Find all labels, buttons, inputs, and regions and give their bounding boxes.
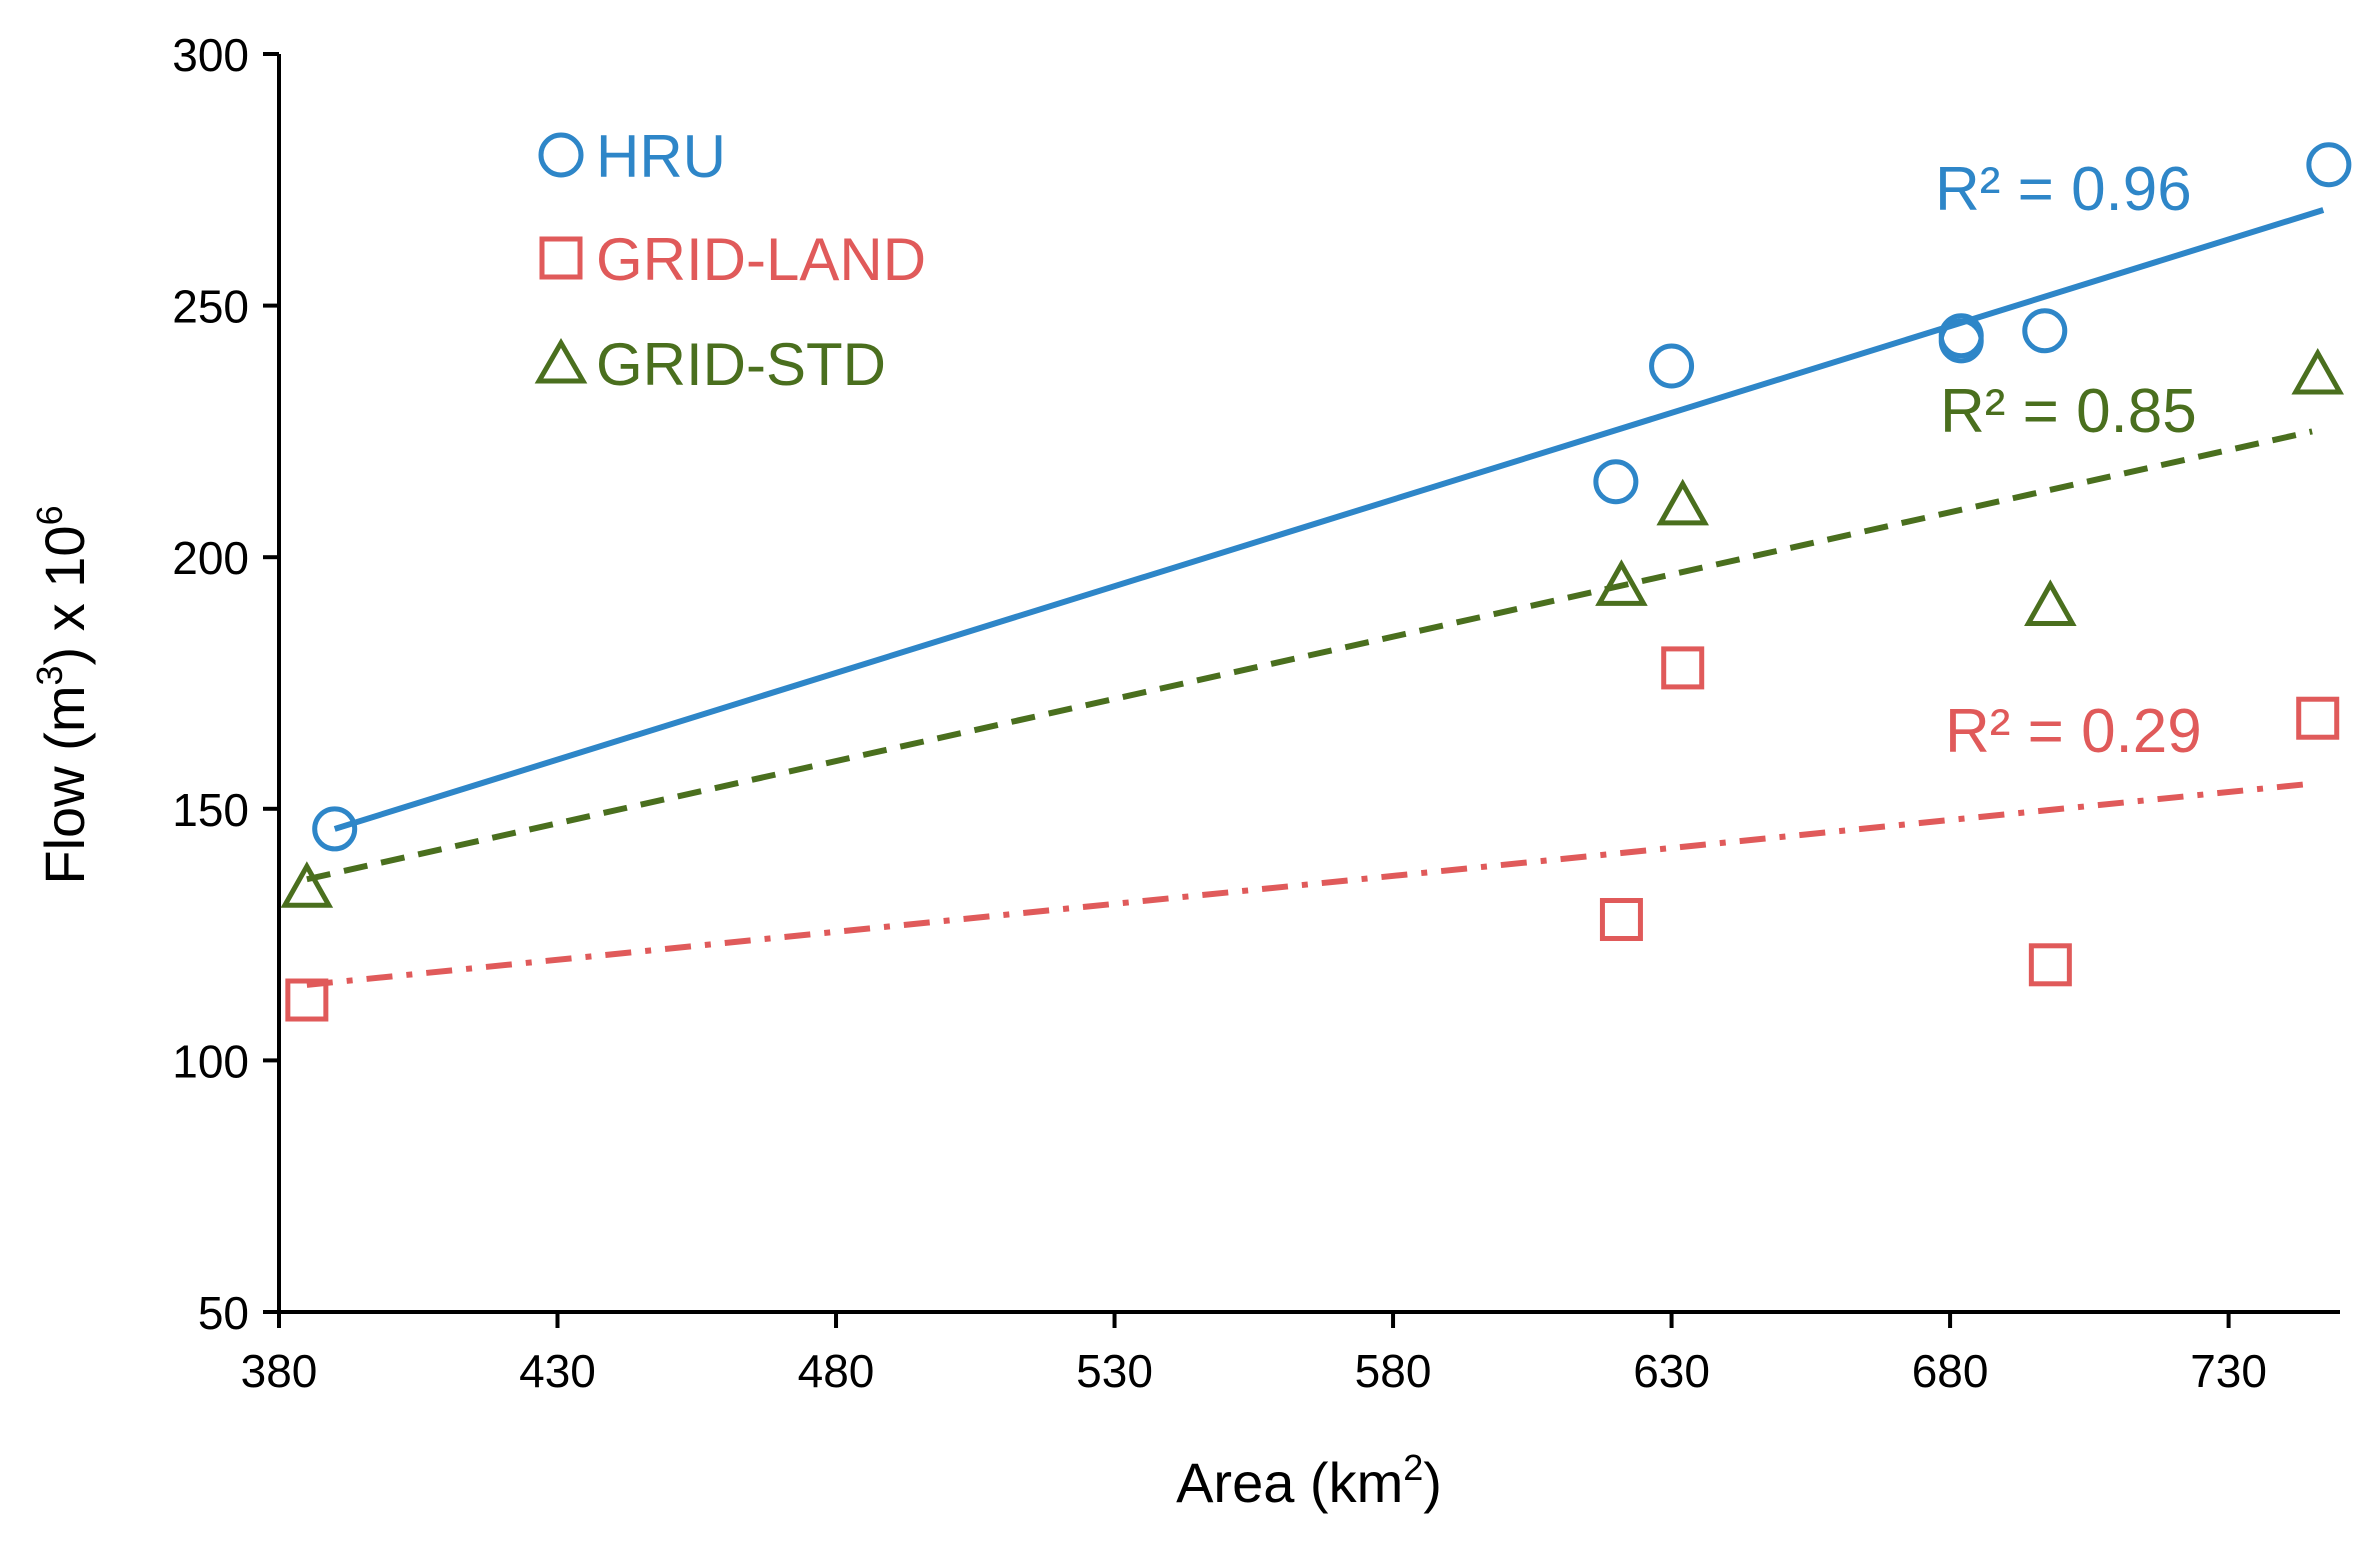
legend: HRU GRID-LAND GRID-STD — [534, 123, 926, 398]
data-points — [280, 142, 2352, 1022]
legend-hru-marker — [538, 132, 584, 178]
x-tick-label: 530 — [1076, 1345, 1153, 1397]
r2-label-hru: R² = 0.96 — [1935, 155, 2192, 224]
y-tick-label: 300 — [172, 29, 249, 81]
point-grid-std — [2024, 579, 2077, 627]
y-tick-label: 50 — [198, 1287, 249, 1339]
legend-grid-std-marker — [534, 338, 588, 384]
point-grid-land — [2028, 943, 2072, 987]
point-hru — [2022, 308, 2068, 354]
point-grid-std — [1595, 559, 1648, 606]
y-tick-label: 100 — [172, 1035, 249, 1087]
x-tick-label: 580 — [1355, 1345, 1432, 1397]
point-hru — [1649, 343, 1695, 389]
x-axis-title: Area (km2) — [1176, 1447, 1442, 1514]
x-tick-label: 630 — [1633, 1345, 1710, 1397]
trendline-hru — [333, 207, 2325, 832]
x-tick-label: 480 — [798, 1345, 875, 1397]
point-grid-std — [1656, 478, 1709, 526]
point-grid-land — [1661, 646, 1705, 690]
x-tick-label: 380 — [241, 1345, 318, 1397]
legend-grid-std-label: GRID-STD — [596, 331, 886, 398]
y-tick-label: 150 — [172, 784, 249, 836]
point-grid-std — [2291, 347, 2344, 395]
point-grid-land — [2296, 696, 2340, 740]
legend-grid-land-marker — [539, 236, 583, 280]
point-grid-land — [285, 978, 329, 1022]
legend-grid-land-label: GRID-LAND — [596, 226, 926, 293]
point-hru — [312, 806, 358, 852]
point-hru — [2306, 142, 2352, 188]
axis-ticks: 380 430 480 530 580 630 680 730 50 100 150 200 250 30… — [172, 29, 2267, 1397]
x-tick-label: 430 — [519, 1345, 596, 1397]
y-tick-label: 200 — [172, 532, 249, 584]
legend-hru-label: HRU — [596, 123, 726, 190]
point-hru — [1593, 459, 1639, 505]
trendlines — [306, 207, 2325, 988]
y-tick-label: 250 — [172, 281, 249, 333]
trendline-grid-std — [306, 428, 2313, 883]
x-tick-label: 730 — [2190, 1345, 2267, 1397]
r2-label-grid-land: R² = 0.29 — [1945, 697, 2202, 766]
r2-label-grid-std: R² = 0.85 — [1940, 377, 2197, 446]
point-grid-std — [280, 861, 334, 908]
x-tick-label: 680 — [1912, 1345, 1989, 1397]
y-axis-title: Flow (m3) x 106 — [29, 505, 96, 884]
point-grid-land — [1599, 898, 1643, 942]
point-hru — [1938, 318, 1984, 364]
